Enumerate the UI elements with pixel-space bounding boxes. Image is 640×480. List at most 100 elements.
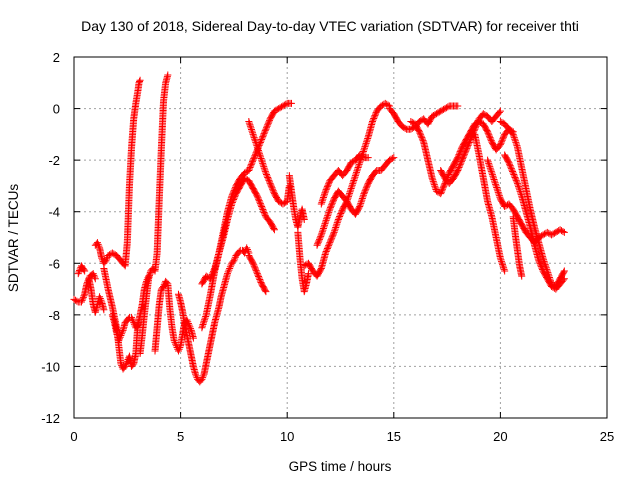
plus-marker <box>537 263 545 271</box>
plus-marker <box>355 162 363 170</box>
plus-marker <box>228 200 236 208</box>
plus-marker <box>259 207 267 215</box>
plus-marker <box>325 240 333 248</box>
plus-marker <box>257 201 265 209</box>
plus-marker <box>110 250 118 258</box>
plus-marker <box>255 150 263 158</box>
plus-marker <box>461 149 469 157</box>
plus-marker <box>276 104 284 112</box>
data-points <box>70 71 568 386</box>
plus-marker <box>511 137 519 145</box>
plus-marker <box>259 131 267 139</box>
plus-marker <box>259 161 267 169</box>
plus-marker <box>431 184 439 192</box>
plus-marker <box>337 208 345 216</box>
plus-marker <box>80 266 88 274</box>
series-6 <box>108 272 153 345</box>
y-tick-label: -12 <box>41 411 60 426</box>
plus-marker <box>253 143 261 151</box>
plus-marker <box>91 275 99 283</box>
plus-marker <box>495 192 503 200</box>
plus-marker <box>322 216 330 224</box>
plus-marker <box>278 103 286 111</box>
plus-marker <box>513 142 521 150</box>
plus-marker <box>317 232 325 240</box>
plus-marker <box>249 130 257 138</box>
plus-marker <box>359 153 367 161</box>
plus-marker <box>332 224 340 232</box>
plus-marker <box>383 100 391 108</box>
plus-marker <box>252 265 260 273</box>
plus-marker <box>350 175 358 183</box>
plus-marker <box>473 119 481 127</box>
plus-marker <box>247 161 255 169</box>
plus-marker <box>266 178 274 186</box>
plus-marker <box>497 139 505 147</box>
plus-marker <box>326 239 334 247</box>
plus-marker <box>264 121 272 129</box>
plus-marker <box>556 226 564 234</box>
plus-marker <box>317 231 325 239</box>
plus-marker <box>254 145 262 153</box>
plus-marker <box>510 171 518 179</box>
plus-marker <box>511 173 519 181</box>
plus-marker <box>323 245 331 253</box>
plus-marker <box>454 166 462 174</box>
plus-marker <box>441 105 449 113</box>
plus-marker <box>175 345 183 353</box>
plus-marker <box>381 99 389 107</box>
plus-marker <box>387 155 395 163</box>
plus-marker <box>250 132 258 140</box>
plus-marker <box>241 174 249 182</box>
plus-marker <box>264 173 272 181</box>
plus-marker <box>377 102 385 110</box>
plus-marker <box>252 140 260 148</box>
plus-marker <box>517 191 525 199</box>
x-axis-tick-labels: 0 5 10 15 20 25 <box>70 429 614 444</box>
plus-marker <box>357 198 365 206</box>
plus-marker <box>552 228 560 236</box>
plus-marker <box>510 172 518 180</box>
plus-marker <box>506 160 514 168</box>
plus-marker <box>231 255 239 263</box>
plus-marker <box>510 134 518 142</box>
plus-marker <box>96 295 104 303</box>
plus-marker <box>512 140 520 148</box>
series-16 <box>300 99 394 280</box>
plus-marker <box>370 115 378 123</box>
plus-marker <box>464 141 472 149</box>
y-tick-label: 0 <box>53 102 60 117</box>
series-17 <box>313 154 398 249</box>
plus-marker <box>269 187 277 195</box>
plus-marker <box>224 268 232 276</box>
plus-marker <box>115 337 123 345</box>
plus-marker <box>261 166 269 174</box>
plus-marker <box>251 135 259 143</box>
plus-marker <box>202 312 210 320</box>
plus-marker <box>499 135 507 143</box>
plus-marker <box>355 160 363 168</box>
plus-marker <box>548 282 556 290</box>
plus-marker <box>418 134 426 142</box>
plus-marker <box>356 159 364 167</box>
plus-marker <box>499 261 507 269</box>
plus-marker <box>361 143 369 151</box>
series-21 <box>437 107 504 187</box>
plus-marker <box>331 227 339 235</box>
plus-marker <box>324 181 332 189</box>
plus-marker <box>314 238 322 246</box>
plus-marker <box>197 377 205 385</box>
plus-marker <box>460 150 468 158</box>
plus-marker <box>471 124 479 132</box>
plus-marker <box>89 270 97 278</box>
plus-marker <box>320 223 328 231</box>
plus-marker <box>160 282 168 290</box>
plus-marker <box>325 180 333 188</box>
plus-marker <box>439 185 447 193</box>
plus-marker <box>462 146 470 154</box>
plus-marker <box>231 253 239 261</box>
plus-marker <box>279 102 287 110</box>
plus-marker <box>360 144 368 152</box>
plus-marker <box>129 317 137 325</box>
plus-marker <box>249 259 257 267</box>
